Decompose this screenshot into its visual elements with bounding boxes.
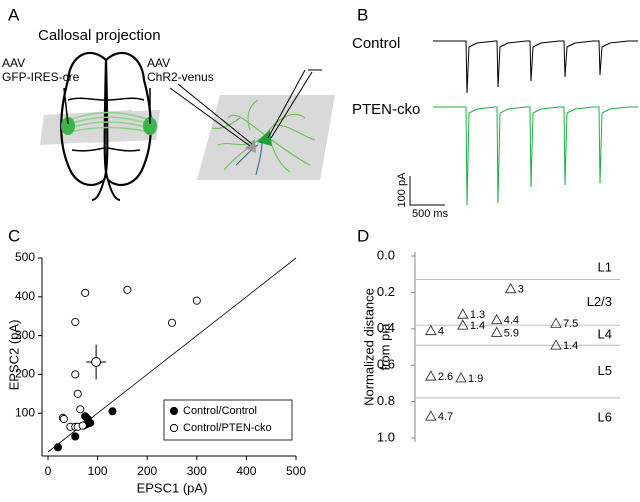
mean-point (91, 356, 102, 367)
layer-label: L1 (598, 259, 612, 274)
x-tick-label: 500 (286, 464, 306, 478)
injection-label: GFP-IRES-cre (2, 70, 80, 84)
legend-box (163, 399, 293, 441)
panel-letter: B (357, 5, 368, 24)
data-point (71, 432, 80, 441)
slice-diagram (169, 69, 335, 180)
x-tick-label: 400 (236, 464, 256, 478)
y-tick-label: 100 (15, 405, 35, 419)
data-point (425, 324, 437, 336)
data-point (457, 308, 469, 319)
y-tick-label: 0.0 (377, 247, 395, 262)
y-axis-label: EPSC2 (pA) (6, 320, 21, 391)
injection-label: AAV (147, 56, 170, 70)
y-tick-label: 0.2 (377, 284, 395, 299)
x-tick-label: 200 (137, 464, 157, 478)
data-point (108, 407, 117, 416)
data-point (53, 443, 62, 452)
trace (433, 40, 638, 94)
panel-title: Callosal projection (38, 27, 161, 44)
y-tick-label: 200 (15, 367, 35, 381)
point-label: 4.4 (504, 315, 519, 327)
point-label: 1.3 (470, 309, 485, 321)
point-label: 4 (438, 326, 444, 338)
data-point (490, 313, 503, 325)
data-point (81, 288, 90, 297)
legend-marker (169, 406, 179, 416)
data-point (504, 282, 517, 294)
point-label: 1.4 (470, 320, 485, 332)
trace (433, 106, 638, 206)
x-axis-label: EPSC1 (pA) (137, 480, 208, 495)
layer-label: L5 (598, 363, 612, 378)
panel-letter: D (357, 226, 369, 245)
legend-label: Control/PTEN-cko (183, 422, 272, 434)
panel-letter: A (8, 5, 20, 24)
scale-label: 100 pA (396, 172, 408, 208)
data-point (550, 339, 562, 350)
data-point (71, 370, 80, 379)
data-point (455, 372, 467, 383)
x-tick-label: 100 (88, 464, 108, 478)
scale-label: 500 ms (412, 208, 449, 220)
y-tick-label: 0.4 (377, 320, 395, 335)
y-tick-label: 0.6 (377, 357, 395, 372)
layer-label: L2/3 (587, 294, 612, 309)
data-point (73, 389, 82, 398)
data-point (76, 405, 85, 414)
trace-label: Control (352, 35, 400, 52)
data-point (425, 410, 437, 421)
y-tick-label: 1.0 (377, 429, 395, 444)
y-axis-label: Normalized distance (361, 288, 376, 406)
data-point (71, 317, 80, 327)
brain-diagram (40, 51, 160, 201)
point-label: 1.4 (563, 340, 578, 352)
point-label: 7.5 (563, 318, 578, 330)
data-point (457, 319, 469, 330)
data-point (550, 317, 562, 328)
point-label: 2.6 (438, 371, 453, 383)
legend-label: Control/Control (183, 405, 257, 417)
y-axis-label: from pia (377, 323, 392, 371)
point-label: 3 (518, 284, 524, 296)
data-point (86, 418, 95, 427)
y-tick-label: 400 (15, 289, 35, 303)
point-label: 4.7 (438, 411, 453, 423)
point-label: 1.9 (468, 373, 483, 385)
x-tick-label: 300 (187, 464, 207, 478)
y-tick-label: 500 (15, 250, 35, 264)
panel-letter: C (8, 226, 20, 245)
data-point (425, 370, 437, 381)
x-tick-label: 0 (45, 464, 52, 478)
point-label: 5.9 (504, 327, 519, 339)
data-point (490, 326, 503, 337)
data-point (192, 296, 201, 305)
data-point (59, 414, 68, 424)
layer-label: L4 (598, 327, 612, 342)
legend-marker (169, 423, 179, 433)
injection-label: AAV (2, 56, 25, 70)
y-tick-label: 300 (15, 328, 35, 342)
data-point (78, 421, 87, 430)
data-point (167, 318, 177, 327)
trace-label: PTEN-cko (352, 101, 420, 118)
data-point (123, 285, 132, 294)
scale-bar (409, 176, 445, 206)
layer-label: L6 (598, 409, 612, 424)
injection-label: ChR2-venus (147, 70, 214, 84)
y-tick-label: 0.8 (377, 393, 395, 408)
